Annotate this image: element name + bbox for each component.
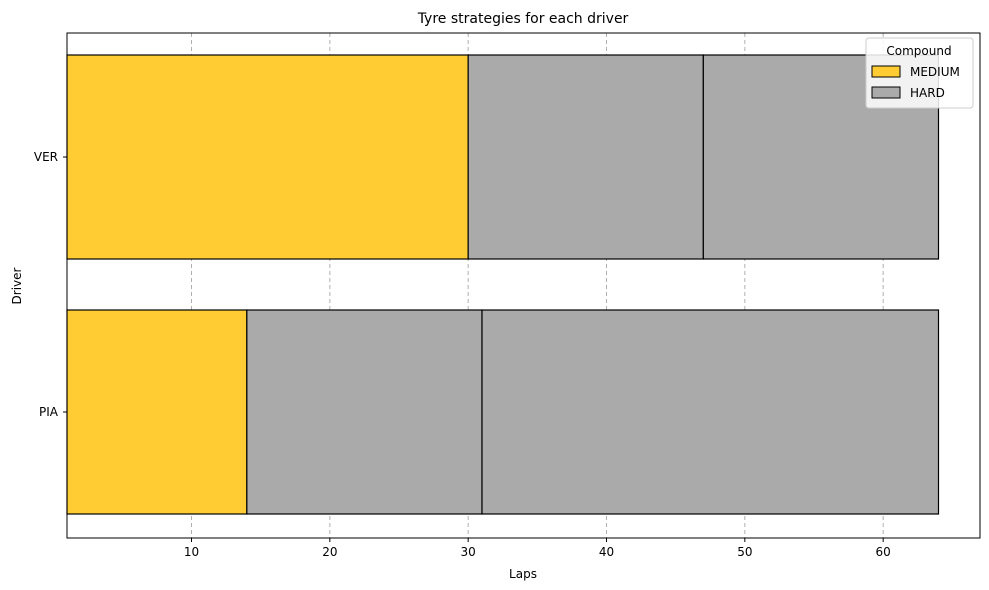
stint-bar-pia-5 xyxy=(481,309,940,515)
legend: Compound MEDIUM HARD xyxy=(865,37,974,109)
stint-bars xyxy=(66,54,940,515)
plot-frame xyxy=(66,32,981,539)
legend-title: Compound xyxy=(886,44,951,58)
stint-bar-pia-3 xyxy=(66,309,248,515)
x-tick-label-50: 50 xyxy=(737,545,752,559)
stint-bar-ver-1 xyxy=(467,54,704,260)
x-tick-label-30: 30 xyxy=(461,545,476,559)
stint-bar-ver-0 xyxy=(66,54,469,260)
y-tick-label-ver: VER xyxy=(34,150,58,164)
x-tick-label-60: 60 xyxy=(876,545,891,559)
y-axis-ticks: VER PIA xyxy=(34,150,67,419)
legend-swatch-medium xyxy=(871,65,901,78)
y-tick-label-pia: PIA xyxy=(39,405,59,419)
x-tick-label-10: 10 xyxy=(184,545,199,559)
x-tick-label-20: 20 xyxy=(322,545,337,559)
legend-swatch-hard xyxy=(871,86,901,99)
stint-bar-pia-4 xyxy=(246,309,483,515)
legend-label-hard: HARD xyxy=(910,86,945,100)
x-tick-label-40: 40 xyxy=(599,545,614,559)
x-axis-ticks: 10 20 30 40 50 60 xyxy=(184,538,891,559)
y-axis-label: Driver xyxy=(10,267,24,304)
x-axis-label: Laps xyxy=(509,567,537,581)
legend-label-medium: MEDIUM xyxy=(910,65,960,79)
chart-title: Tyre strategies for each driver xyxy=(417,11,629,27)
